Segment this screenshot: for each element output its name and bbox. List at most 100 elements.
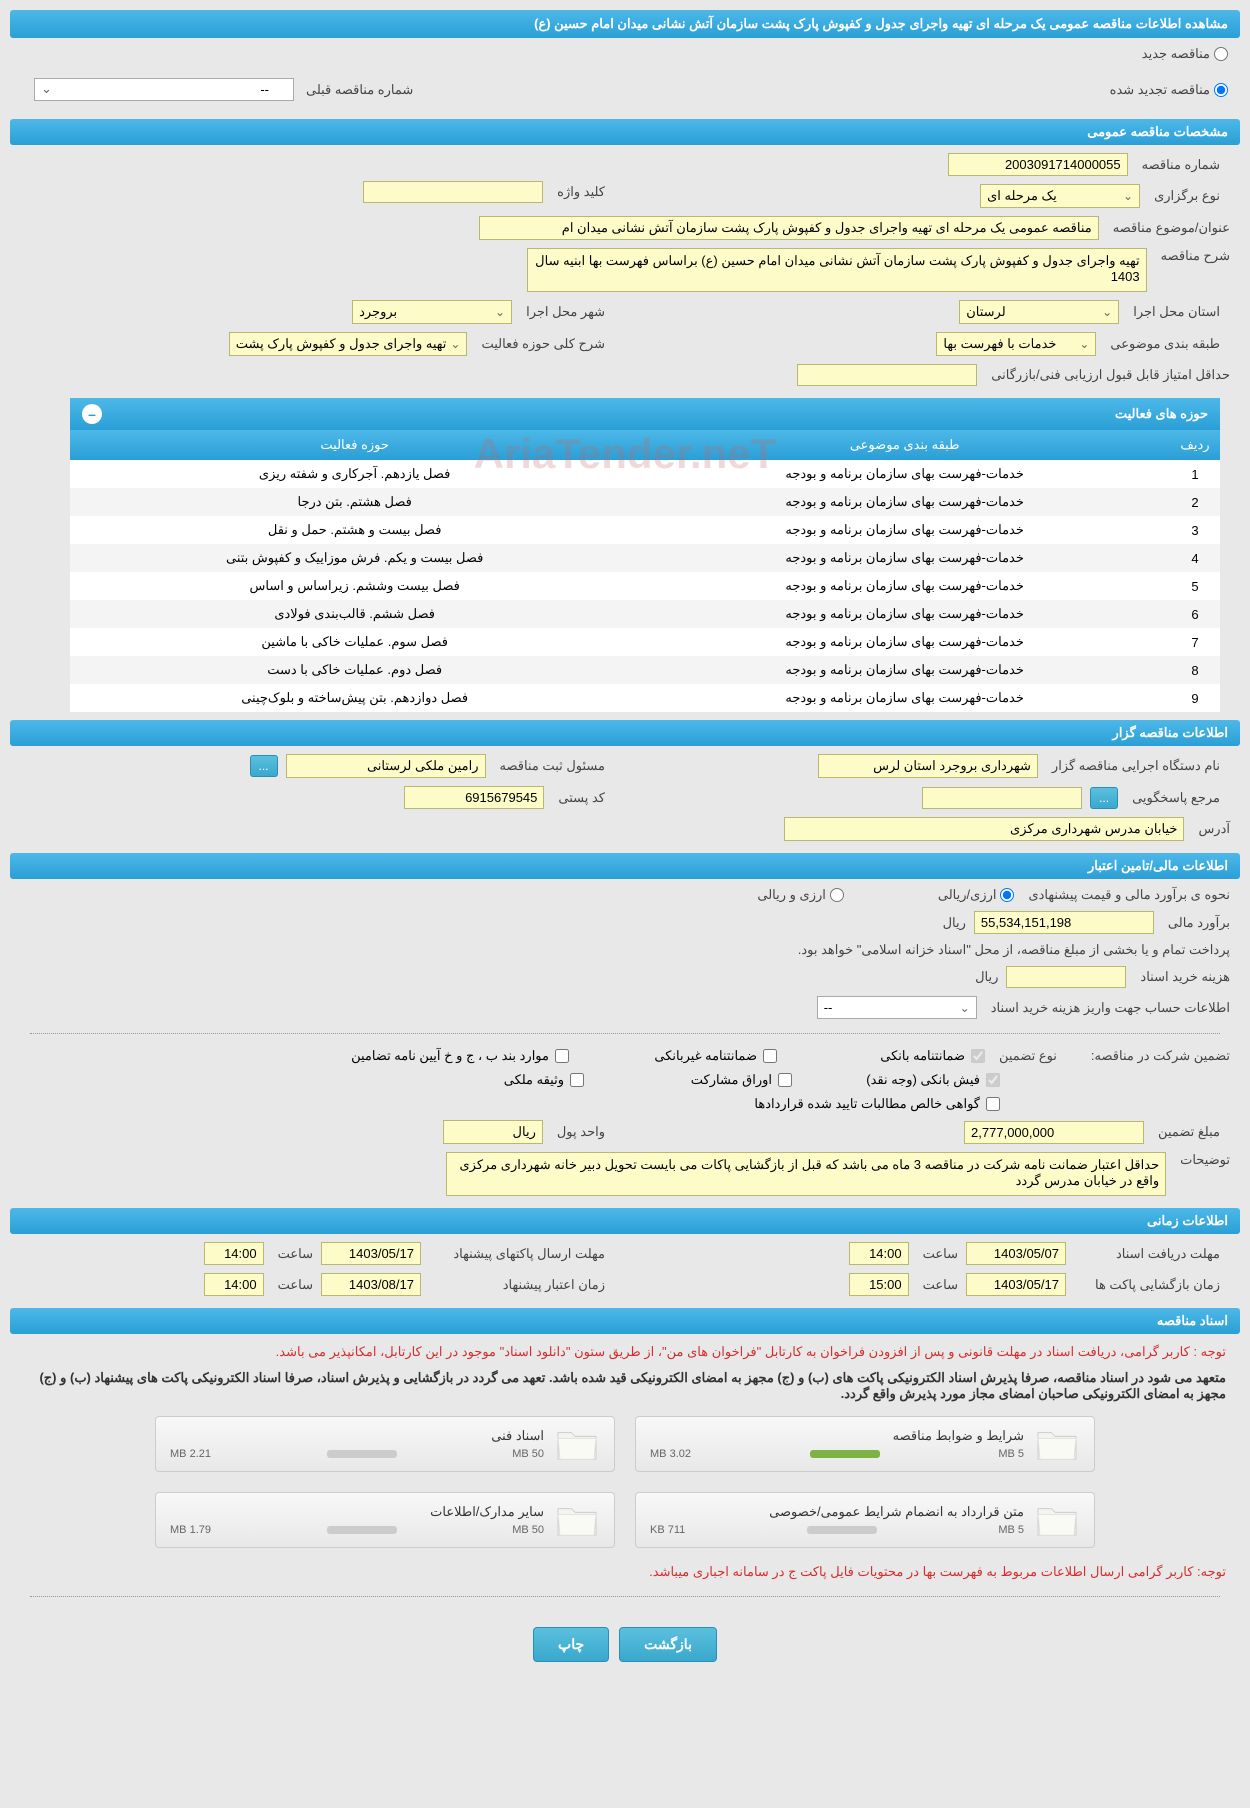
send-deadline-label: مهلت ارسال پاکتهای پیشنهاد: [435, 1246, 605, 1262]
keyword-field[interactable]: [363, 181, 543, 203]
cell-scope: فصل یازدهم. آجرکاری و شفته ریزی: [70, 460, 639, 488]
prev-tender-label: شماره مناقصه قبلی: [306, 82, 413, 98]
guarantee-amount-label: مبلغ تضمین: [1158, 1124, 1220, 1140]
notes-field[interactable]: حداقل اعتبار ضمانت نامه شرکت در مناقصه 3…: [446, 1152, 1166, 1196]
chk-cash[interactable]: [986, 1073, 1000, 1087]
open-date: 1403/05/17: [966, 1273, 1066, 1296]
page-title: مشاهده اطلاعات مناقصه عمومی یک مرحله ای …: [534, 16, 1228, 31]
cell-scope: فصل ششم. قالب‌بندی فولادی: [70, 600, 639, 628]
tender-type-radios: مناقصه جدید: [10, 40, 1240, 68]
doc-cost-unit: ریال: [975, 969, 998, 985]
file-total: 50 MB: [512, 1524, 544, 1536]
estimate-amount-label: برآورد مالی: [1168, 915, 1230, 931]
activity-table-container: حوزه های فعالیت – ردیف طبقه بندی موضوعی …: [70, 398, 1220, 712]
section-timing: اطلاعات زمانی: [10, 1208, 1240, 1234]
folder-icon: [554, 1501, 600, 1539]
chk-bonds-label: اوراق مشارکت: [691, 1072, 772, 1088]
print-button[interactable]: چاپ: [533, 1627, 609, 1662]
chk-items-b[interactable]: [555, 1049, 569, 1063]
province-dropdown[interactable]: لرستان: [959, 300, 1119, 324]
guarantee-unit-label: واحد پول: [557, 1124, 605, 1140]
file-box[interactable]: سایر مدارک/اطلاعات 50 MB 1.79 MB: [155, 1492, 615, 1548]
category-dropdown[interactable]: خدمات با فهرست بها: [936, 332, 1096, 356]
description-field[interactable]: تهیه واجرای جدول و کفپوش پارک پشت سازمان…: [527, 248, 1147, 292]
file-used: 1.79 MB: [170, 1524, 211, 1536]
activity-scope-dropdown[interactable]: تهیه واجرای جدول و کفپوش پارک پشت: [229, 332, 468, 356]
cell-scope: فصل بیست و یکم. فرش موزاییک و کفپوش بتنی: [70, 544, 639, 572]
file-box[interactable]: شرایط و ضوابط مناقصه 5 MB 3.02 MB: [635, 1416, 1095, 1472]
folder-icon: [554, 1425, 600, 1463]
chk-bank[interactable]: [971, 1049, 985, 1063]
th-row: ردیف: [1170, 430, 1220, 460]
collapse-icon[interactable]: –: [82, 404, 102, 424]
back-button[interactable]: بازگشت: [619, 1627, 717, 1662]
currency-label: ریال: [943, 915, 966, 931]
send-time-label: ساعت: [278, 1246, 313, 1262]
receive-deadline-label: مهلت دریافت اسناد: [1080, 1246, 1220, 1262]
progress-bar: [327, 1450, 397, 1458]
prev-tender-dropdown[interactable]: --: [34, 78, 294, 101]
manager-field: رامین ملکی لرستانی: [286, 754, 486, 778]
activity-table-title: حوزه های فعالیت: [1115, 406, 1208, 422]
cell-cat: خدمات-فهرست بهای سازمان برنامه و بودجه: [639, 572, 1170, 600]
table-row: 2 خدمات-فهرست بهای سازمان برنامه و بودجه…: [70, 488, 1220, 516]
cell-scope: فصل بیست و هشتم. حمل و نقل: [70, 516, 639, 544]
type-dropdown[interactable]: یک مرحله ای: [980, 184, 1140, 208]
address-field[interactable]: خیابان مدرس شهرداری مرکزی: [784, 817, 1184, 841]
postal-label: کد پستی: [558, 790, 605, 806]
response-lookup-icon[interactable]: ...: [1090, 787, 1118, 809]
chk-certificate-label: گواهی خالص مطالبات تایید شده قراردادها: [754, 1096, 980, 1112]
city-label: شهر محل اجرا: [526, 304, 605, 320]
file-row: شرایط و ضوابط مناقصه 5 MB 3.02 MB اسناد …: [10, 1406, 1240, 1482]
note-1: متعهد می شود در اسناد مناقصه، صرفا پذیرش…: [10, 1366, 1240, 1406]
table-row: 7 خدمات-فهرست بهای سازمان برنامه و بودجه…: [70, 628, 1220, 656]
deposit-info-dropdown[interactable]: --: [817, 996, 977, 1019]
min-score-field[interactable]: [797, 364, 977, 386]
notes-label: توضیحات: [1180, 1152, 1230, 1168]
file-total: 5 MB: [998, 1524, 1024, 1536]
cell-n: 7: [1170, 628, 1220, 656]
file-title: شرایط و ضوابط مناقصه: [650, 1428, 1024, 1444]
file-used: 3.02 MB: [650, 1448, 691, 1460]
divider-bottom: [30, 1596, 1220, 1597]
file-box[interactable]: اسناد فنی 50 MB 2.21 MB: [155, 1416, 615, 1472]
file-used: 2.21 MB: [170, 1448, 211, 1460]
response-field[interactable]: [922, 787, 1082, 809]
subject-field[interactable]: مناقصه عمومی یک مرحله ای تهیه واجرای جدو…: [479, 216, 1099, 240]
city-dropdown[interactable]: بروجرد: [352, 300, 512, 324]
file-total: 5 MB: [998, 1448, 1024, 1460]
guarantee-unit-field: ریال: [443, 1120, 543, 1144]
validity-label: زمان اعتبار پیشنهاد: [435, 1277, 605, 1293]
chk-nonbank[interactable]: [763, 1049, 777, 1063]
chk-certificate[interactable]: [986, 1097, 1000, 1111]
doc-cost-field[interactable]: [1006, 966, 1126, 988]
estimate-method-label: نحوه ی برآورد مالی و قیمت پیشنهادی: [1028, 887, 1230, 903]
radio-new[interactable]: [1214, 47, 1228, 61]
postal-field[interactable]: 6915679545: [404, 786, 544, 809]
send-date: 1403/05/17: [321, 1242, 421, 1265]
cell-cat: خدمات-فهرست بهای سازمان برنامه و بودجه: [639, 516, 1170, 544]
estimate-amount-field[interactable]: 55,534,151,198: [974, 911, 1154, 934]
table-row: 8 خدمات-فهرست بهای سازمان برنامه و بودجه…: [70, 656, 1220, 684]
manager-lookup-icon[interactable]: ...: [250, 755, 278, 777]
radio-renewed[interactable]: [1214, 83, 1228, 97]
guarantee-amount-field[interactable]: 2,777,000,000: [964, 1121, 1144, 1144]
chk-nonbank-label: ضمانتنامه غیربانکی: [654, 1048, 757, 1064]
section-organizer: اطلاعات مناقصه گزار: [10, 720, 1240, 746]
cell-n: 2: [1170, 488, 1220, 516]
radio-rial[interactable]: [1000, 888, 1014, 902]
province-label: استان محل اجرا: [1133, 304, 1220, 320]
open-time: 15:00: [849, 1273, 909, 1296]
validity-time: 14:00: [204, 1273, 264, 1296]
folder-icon: [1034, 1501, 1080, 1539]
radio-both[interactable]: [830, 888, 844, 902]
file-box[interactable]: متن قرارداد به انضمام شرایط عمومی/خصوصی …: [635, 1492, 1095, 1548]
cell-n: 4: [1170, 544, 1220, 572]
warning-1: توجه : کاربر گرامی، دریافت اسناد در مهلت…: [10, 1338, 1240, 1366]
file-used: 711 KB: [650, 1524, 685, 1536]
chk-bonds[interactable]: [778, 1073, 792, 1087]
chk-property[interactable]: [570, 1073, 584, 1087]
validity-date: 1403/08/17: [321, 1273, 421, 1296]
subject-label: عنوان/موضوع مناقصه: [1113, 220, 1230, 236]
file-title: متن قرارداد به انضمام شرایط عمومی/خصوصی: [650, 1504, 1024, 1520]
